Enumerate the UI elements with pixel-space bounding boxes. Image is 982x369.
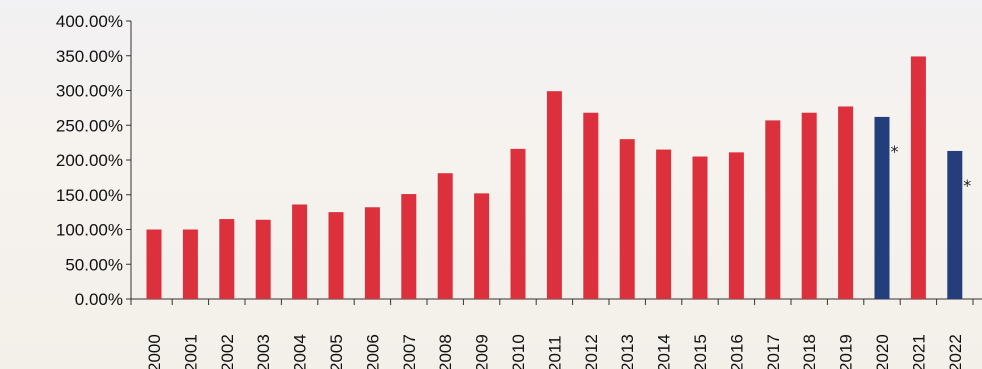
y-tick-label: 100.00%: [56, 221, 123, 240]
bar-2022: [947, 150, 963, 299]
bar-2013: [619, 139, 635, 299]
y-tick-label: 350.00%: [56, 47, 123, 66]
x-tick-label-2011: 2011: [545, 335, 564, 369]
bar-2008: [437, 173, 453, 299]
x-tick-label-2004: 2004: [291, 334, 310, 369]
x-tick-label-2017: 2017: [764, 334, 783, 369]
x-tick-label-2012: 2012: [582, 334, 601, 369]
x-tick-label-2009: 2009: [473, 334, 492, 369]
y-tick-label: 400.00%: [56, 12, 123, 31]
bar-2001: [182, 229, 198, 299]
bar-2007: [401, 194, 417, 299]
bar-2012: [583, 112, 599, 300]
bar-2021: [910, 56, 926, 299]
bar-2015: [692, 156, 708, 299]
x-tick-label-2007: 2007: [400, 334, 419, 369]
x-tick-label-2002: 2002: [218, 334, 237, 369]
bar-2006: [364, 207, 380, 299]
x-tick-label-2003: 2003: [254, 334, 273, 369]
bar-marker-2022: *: [963, 176, 971, 195]
y-tick-label: 0.00%: [75, 290, 123, 309]
y-tick-label: 300.00%: [56, 82, 123, 101]
x-tick-label-2014: 2014: [655, 334, 674, 369]
x-tick-label-2022: 2022: [946, 334, 965, 369]
bar-2010: [510, 148, 526, 299]
bar-2002: [219, 219, 235, 299]
bar-2000: [146, 229, 162, 299]
x-tick-label-2020: 2020: [873, 334, 892, 369]
x-tick-label-2016: 2016: [727, 334, 746, 369]
bar-2011: [546, 91, 562, 299]
bar-2014: [656, 149, 672, 299]
bar-2004: [292, 204, 308, 299]
x-tick-label-2010: 2010: [509, 334, 528, 369]
bar-2020: [874, 116, 890, 299]
x-tick-label-2021: 2021: [909, 334, 928, 369]
x-tick-label-2018: 2018: [800, 334, 819, 369]
y-tick-label: 200.00%: [56, 151, 123, 170]
bar-2017: [765, 120, 781, 299]
bar-2009: [474, 193, 490, 299]
x-tick-label-2000: 2000: [145, 334, 164, 369]
bar-2003: [255, 219, 271, 299]
y-tick-label: 50.00%: [65, 255, 123, 274]
x-tick-label-2008: 2008: [436, 334, 455, 369]
bar-2016: [728, 152, 744, 299]
bar-marker-2020: *: [891, 142, 899, 161]
y-tick-label: 150.00%: [56, 186, 123, 205]
x-tick-label-2015: 2015: [691, 334, 710, 369]
bar-2019: [838, 106, 854, 299]
x-tick-label-2001: 2001: [181, 334, 200, 369]
x-tick-label-2013: 2013: [618, 334, 637, 369]
x-tick-label-2019: 2019: [837, 334, 856, 369]
bar-2018: [801, 112, 817, 300]
x-tick-label-2006: 2006: [363, 334, 382, 369]
x-tick-label-2005: 2005: [327, 334, 346, 369]
y-tick-label: 250.00%: [56, 116, 123, 135]
bar-2005: [328, 212, 344, 299]
